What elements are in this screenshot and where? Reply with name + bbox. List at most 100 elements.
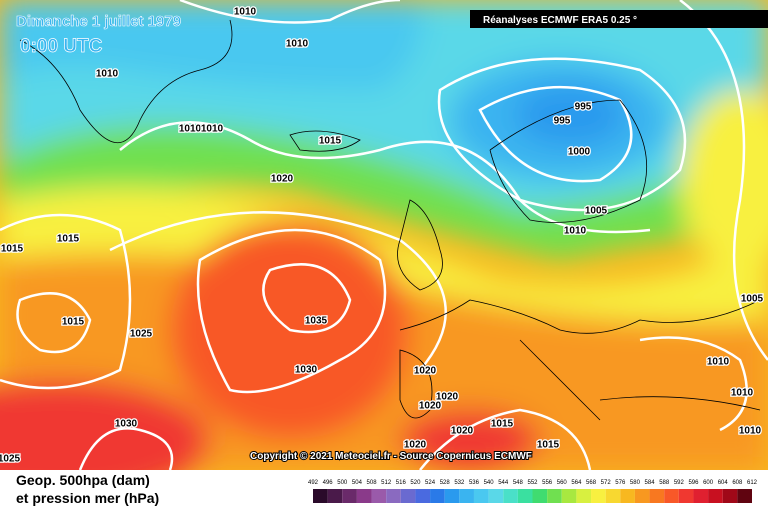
scale-label: 560	[557, 480, 568, 486]
scale-swatch	[722, 489, 738, 503]
scale-swatch	[620, 489, 635, 503]
scale-label: 524	[425, 480, 436, 486]
scale-label: 588	[659, 480, 670, 486]
copyright: Copyright © 2021 Meteociel.fr - Source C…	[250, 451, 532, 462]
scale-label: 600	[703, 480, 714, 486]
scale-label: 508	[367, 480, 378, 486]
scale-swatch	[313, 489, 328, 503]
scale-swatch	[547, 489, 562, 503]
scale-label: 612	[747, 480, 758, 486]
scale-label: 568	[586, 480, 597, 486]
scale-label: 564	[571, 480, 582, 486]
scale-swatch	[693, 489, 709, 503]
isobar-label: 1020	[419, 401, 442, 412]
scale-swatch	[649, 489, 665, 503]
isobar-label: 1030	[115, 419, 138, 430]
isobar-label: 1005	[585, 206, 608, 217]
isobar-label: 1020	[414, 366, 437, 377]
scale-swatch	[356, 489, 372, 503]
scale-label: 604	[718, 480, 729, 486]
isobar-label: 1010	[707, 357, 730, 368]
scale-label: 548	[513, 480, 524, 486]
isobar-label: 1020	[404, 440, 427, 451]
scale-label: 572	[601, 480, 612, 486]
scale-swatch	[708, 489, 723, 503]
isobar-label: 1020	[436, 392, 459, 403]
isobar-label: 1015	[62, 317, 85, 328]
scale-label: 532	[454, 480, 465, 486]
coastlines	[19, 19, 761, 421]
scale-label: 496	[323, 480, 334, 486]
contours	[0, 0, 768, 470]
scale-label: 512	[381, 480, 392, 486]
legend-title: Geop. 500hpa (dam)	[16, 472, 150, 488]
scale-swatch	[503, 489, 518, 503]
scale-label: 592	[674, 480, 685, 486]
isobar-label: 1015	[319, 136, 342, 147]
scale-label: 536	[469, 480, 480, 486]
isobar-label: 1010	[96, 69, 119, 80]
scale-swatch	[327, 489, 343, 503]
scale-swatch	[591, 489, 606, 503]
isobar-label: 1010	[731, 388, 754, 399]
scale-swatch	[576, 489, 592, 503]
scale-label: 556	[542, 480, 553, 486]
scale-swatch	[386, 489, 401, 503]
scale-swatch	[561, 489, 577, 503]
isobar-label: 1010	[739, 426, 762, 437]
scale-swatch	[737, 489, 752, 503]
scale-swatch	[415, 489, 431, 503]
title: Dimanche 1 juillet 1979	[16, 13, 181, 30]
scale-swatch	[444, 489, 460, 503]
isobar-label: 1015	[57, 234, 80, 245]
scale-label: 504	[352, 480, 363, 486]
isobar-label: 995	[554, 116, 571, 127]
scale-swatch	[400, 489, 416, 503]
scale-swatch	[488, 489, 504, 503]
scale-swatch	[532, 489, 548, 503]
isobar-label: 1005	[741, 294, 764, 305]
isobar-label: 1010	[201, 124, 224, 135]
isobar-label: 995	[575, 102, 592, 113]
isobar-label: 1015	[537, 440, 560, 451]
scale-swatch	[371, 489, 387, 503]
scale-swatch	[605, 489, 621, 503]
isobar-label: 1010	[179, 124, 202, 135]
scale-label: 540	[484, 480, 495, 486]
scale-label: 552	[527, 480, 538, 486]
isobar-label: 1010	[286, 39, 309, 50]
isobar-label: 1025	[0, 454, 21, 465]
scale-label: 528	[440, 480, 451, 486]
isobar-label: 1030	[295, 365, 318, 376]
scale-swatch	[678, 489, 694, 503]
isobar-label: 1035	[305, 316, 328, 327]
scale-label: 576	[615, 480, 626, 486]
scale-label: 544	[498, 480, 509, 486]
time: 0:00 UTC	[20, 36, 103, 57]
source-box	[470, 10, 768, 28]
scale-label: 520	[410, 480, 421, 486]
isobar-label: 1020	[451, 426, 474, 437]
scale-swatch	[342, 489, 357, 503]
isobar-label: 1025	[130, 329, 153, 340]
scale-swatch	[430, 489, 445, 503]
scale-swatch	[634, 489, 650, 503]
isobar-label: 1000	[568, 147, 591, 158]
scale-label: 596	[688, 480, 699, 486]
field	[0, 0, 768, 470]
scale-label: 608	[732, 480, 743, 486]
isobar-label: 1010	[564, 226, 587, 237]
scale-label: 500	[337, 480, 348, 486]
scale-swatch	[517, 489, 533, 503]
isobar-label: 1015	[1, 244, 24, 255]
scale-swatch	[664, 489, 679, 503]
isobar-label: 1020	[271, 174, 294, 185]
scale-label: 580	[630, 480, 641, 486]
source: Réanalyses ECMWF ERA5 0.25 °	[483, 15, 637, 26]
isobar-label: 1010	[234, 7, 257, 18]
legend-subtitle: et pression mer (hPa)	[16, 490, 159, 506]
scale-label: 492	[308, 480, 319, 486]
scale-label: 516	[396, 480, 407, 486]
isobar-label: 1015	[491, 419, 514, 430]
